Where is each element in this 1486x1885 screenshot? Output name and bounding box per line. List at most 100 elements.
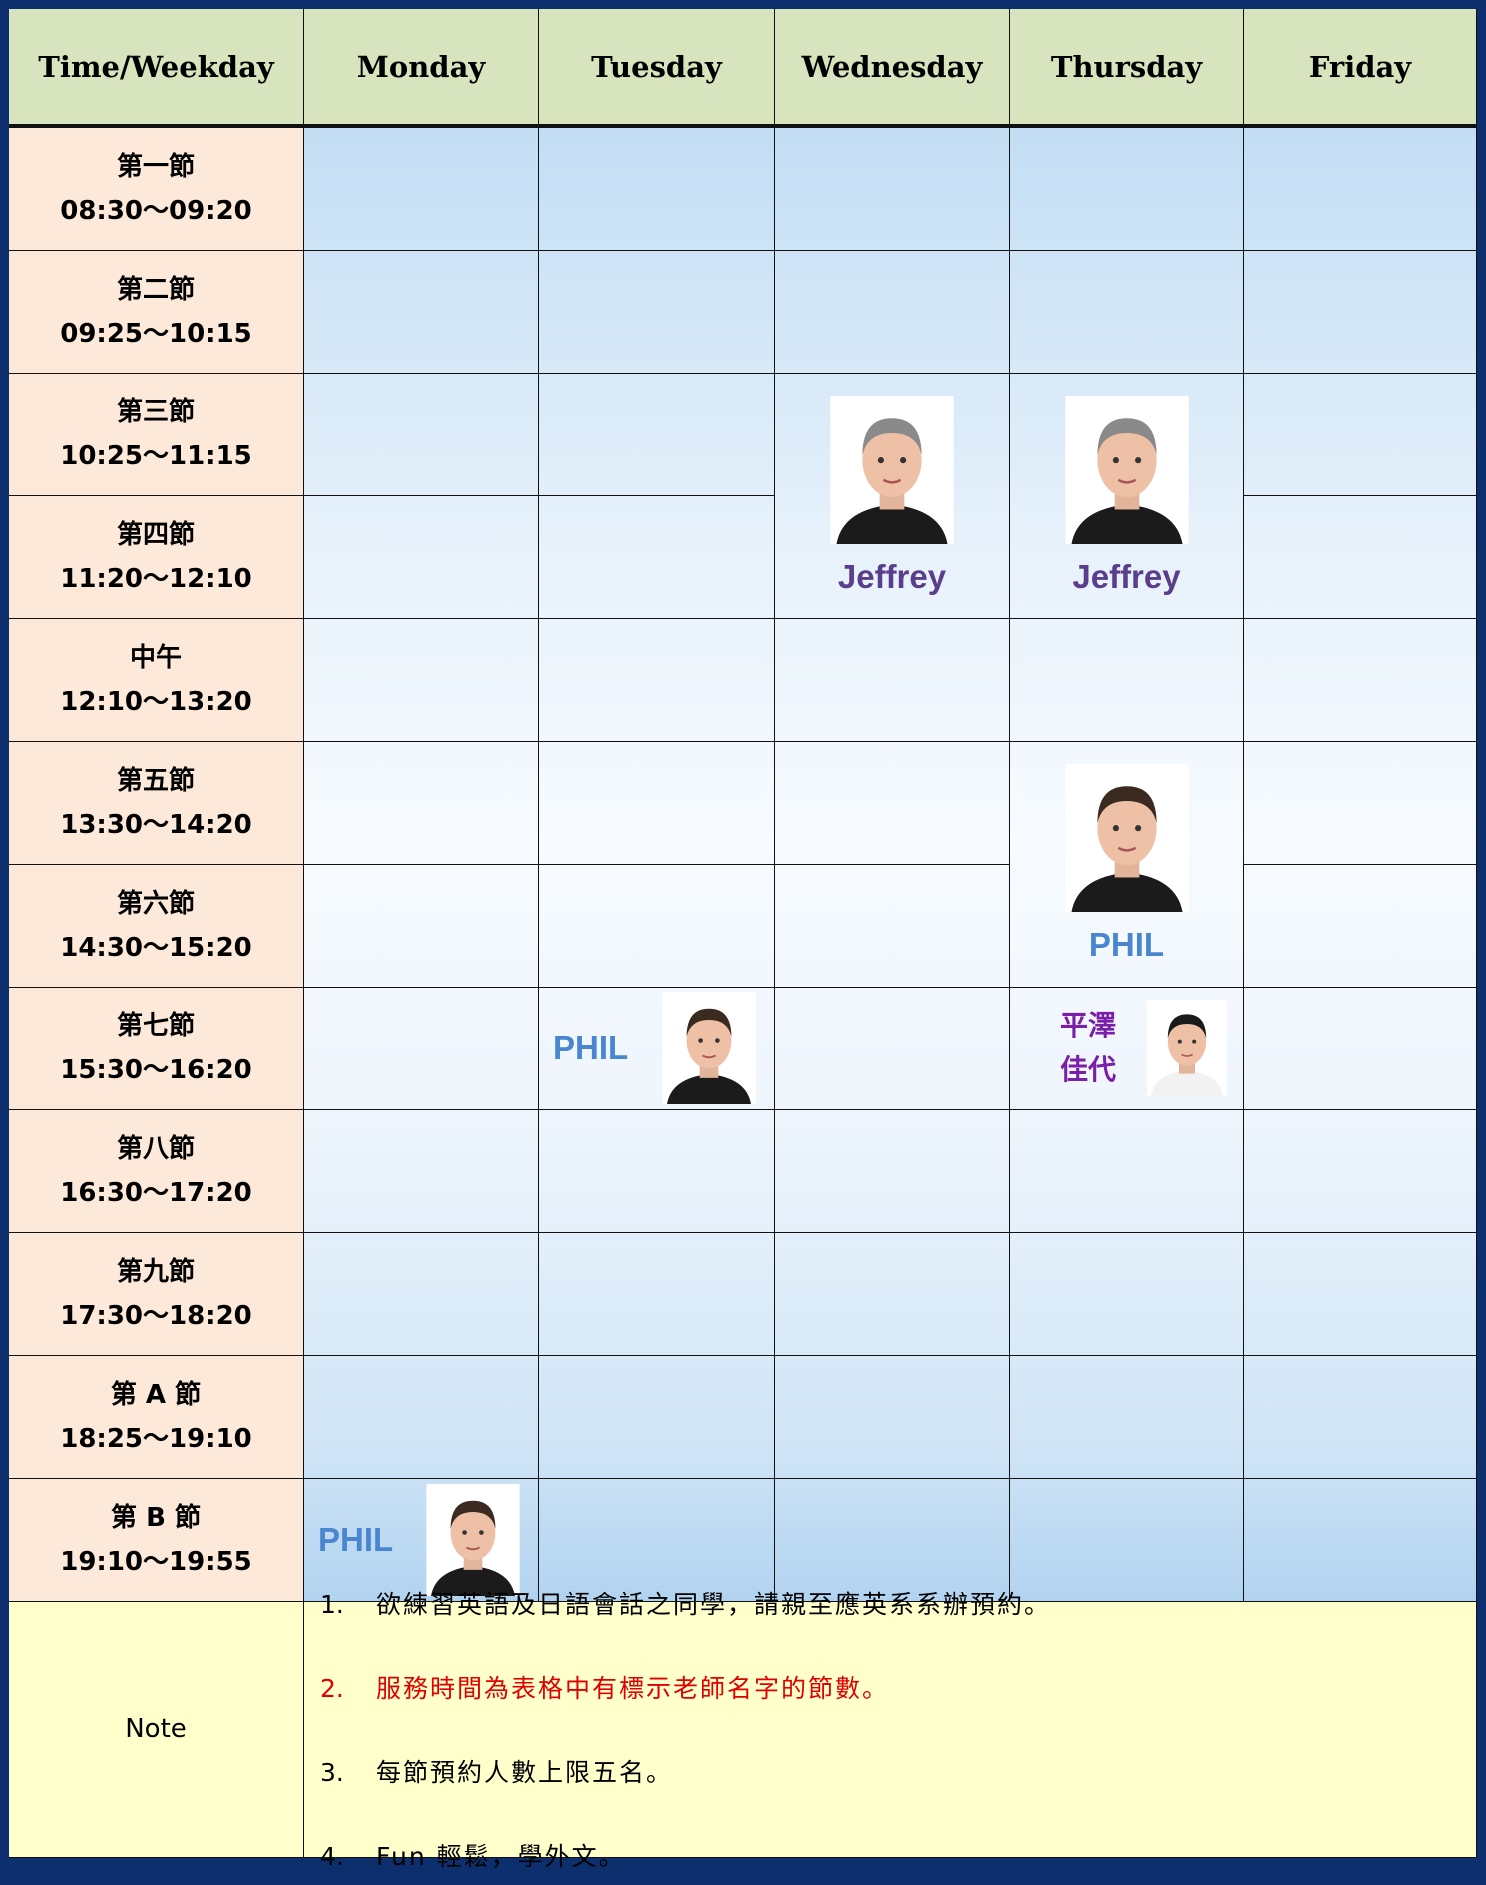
schedule-cell (1244, 619, 1477, 742)
schedule-cell (775, 1356, 1010, 1479)
period-name: 中午 (129, 642, 182, 673)
column-header: Time/Weekday (9, 9, 304, 128)
schedule-cell (1244, 128, 1477, 251)
schedule-cell (1244, 1356, 1477, 1479)
schedule-cell (1244, 987, 1477, 1111)
schedule-cell (1244, 1478, 1477, 1602)
period-cell: 第四節 11:20～12:10 (9, 496, 304, 620)
teacher-name: PHIL (553, 1029, 628, 1067)
note-label: Note (9, 1601, 304, 1858)
schedule-cell (539, 619, 775, 742)
schedule-cell (775, 1478, 1010, 1602)
note-text: 每節預約人數上限五名。 (376, 1758, 674, 1788)
period-cell: 第七節 15:30～16:20 (9, 987, 304, 1111)
note-item: 1. 欲練習英語及日語會話之同學，請親至應英系系辦預約。 (320, 1573, 1051, 1633)
period-name: 第八節 (116, 1134, 195, 1165)
note-item: 4. Fun 輕鬆，學外文。 (320, 1825, 626, 1885)
schedule-cell (1244, 250, 1477, 374)
teacher-name: Jeffrey (1072, 558, 1180, 596)
period-name: 第 A 節 (110, 1379, 202, 1410)
schedule-cell (304, 128, 539, 251)
schedule-cell (304, 1356, 539, 1479)
schedule-cell (1010, 1356, 1244, 1479)
schedule-cell (1244, 864, 1477, 988)
note-number: 1. (320, 1590, 344, 1620)
period-cell: 第 B 節 19:10～19:55 (9, 1478, 304, 1602)
period-name: 第九節 (116, 1256, 195, 1287)
note-item: 3. 每節預約人數上限五名。 (320, 1741, 673, 1801)
schedule-cell (1010, 1110, 1244, 1234)
column-header: Monday (304, 9, 539, 128)
period-time: 16:30～17:20 (60, 1178, 252, 1209)
period-time: 18:25～19:10 (60, 1423, 252, 1454)
schedule-cell (539, 250, 775, 374)
note-number: 3. (320, 1758, 344, 1788)
teacher-name-line: Jeffrey (837, 557, 947, 595)
note-text: Fun 輕鬆，學外文。 (376, 1842, 626, 1872)
schedule-cell (539, 1356, 775, 1479)
schedule-cell (304, 742, 539, 865)
schedule-cell (1244, 1233, 1477, 1356)
teacher-photo (1064, 395, 1189, 544)
schedule-cell: Jeffrey (775, 373, 1010, 620)
schedule-table: Time/Weekday Monday Tuesday Wednesday Thursd… (9, 9, 1477, 1871)
schedule-cell (775, 987, 1010, 1111)
schedule-cell (304, 864, 539, 988)
teacher-name-line: Jeffrey (1072, 557, 1181, 595)
schedule-cell (539, 864, 775, 988)
schedule-cell (539, 742, 775, 865)
note-text: 服務時間為表格中有標示老師名字的節數。 (376, 1674, 890, 1704)
schedule-cell: 平澤 佳代 (1010, 987, 1244, 1111)
teacher-name: Jeffrey (838, 558, 946, 596)
period-name: 第三節 (116, 397, 195, 428)
period-cell: 第九節 17:30～18:20 (9, 1233, 304, 1356)
period-cell: 中午 12:10～13:20 (9, 619, 304, 742)
schedule-cell (775, 1233, 1010, 1356)
teacher-photo (662, 992, 756, 1105)
period-name: 第七節 (116, 1011, 195, 1042)
schedule-cell (539, 373, 775, 497)
period-name: 第五節 (116, 765, 195, 796)
schedule-cell (304, 1233, 539, 1356)
column-header: Tuesday (539, 9, 775, 128)
note-item: 2. 服務時間為表格中有標示老師名字的節數。 (320, 1657, 889, 1717)
column-header: Friday (1244, 9, 1477, 128)
schedule-cell (1244, 1110, 1477, 1234)
period-time: 13:30～14:20 (60, 809, 252, 840)
schedule-cell (539, 1233, 775, 1356)
note-number: 4. (320, 1842, 344, 1872)
schedule-cell (539, 128, 775, 251)
schedule-cell (1010, 1233, 1244, 1356)
schedule-cell (1010, 1478, 1244, 1602)
period-time: 12:10～13:20 (60, 687, 252, 718)
schedule-cell: PHIL (304, 1478, 539, 1602)
teacher-name-line: PHIL (1088, 926, 1165, 964)
schedule-cell (775, 864, 1010, 988)
period-name: 第二節 (116, 274, 195, 305)
schedule-cell (304, 619, 539, 742)
schedule-cell (775, 250, 1010, 374)
schedule-cell: Jeffrey (1010, 373, 1244, 620)
period-name: 第六節 (116, 888, 195, 919)
schedule-cell (304, 987, 539, 1111)
schedule-cell (1244, 742, 1477, 865)
period-time: 08:30～09:20 (60, 195, 252, 226)
teacher-name: 平澤 佳代 (1024, 1004, 1116, 1094)
schedule-cell (539, 1110, 775, 1234)
schedule-cell (775, 619, 1010, 742)
period-time: 17:30～18:20 (60, 1301, 252, 1332)
schedule-cell (304, 496, 539, 620)
teacher-name-line: PHIL (553, 1029, 629, 1067)
teacher-photo (426, 1483, 520, 1596)
column-header: Wednesday (775, 9, 1010, 128)
schedule-cell (1244, 373, 1477, 497)
schedule-cell (775, 128, 1010, 251)
period-time: 09:25～10:15 (60, 318, 252, 349)
teacher-photo (1147, 1000, 1227, 1097)
note-list: 1. 欲練習英語及日語會話之同學，請親至應英系系辦預約。 2. 服務時間為表格中有標示… (304, 1590, 1477, 1871)
period-time: 15:30～16:20 (60, 1055, 252, 1086)
schedule-cell (1010, 619, 1244, 742)
teacher-name-line: 平澤 (1060, 1008, 1117, 1042)
period-name: 第一節 (116, 151, 195, 182)
